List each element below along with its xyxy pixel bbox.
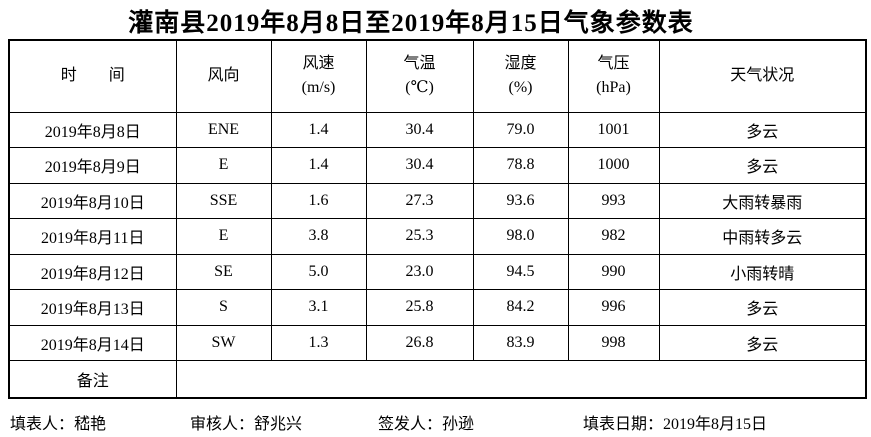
cell-temperature: 30.4 [365, 111, 474, 148]
cell-humidity: 83.9 [472, 324, 569, 361]
cell-temperature: 27.3 [365, 182, 474, 219]
cell-wind-speed: 3.1 [270, 289, 367, 326]
cell-wind-direction: SSE [175, 182, 272, 219]
cell-date: 2019年8月8日 [8, 111, 177, 148]
cell-temperature: 23.0 [365, 253, 474, 290]
cell-pressure: 982 [567, 218, 660, 255]
cell-temperature: 26.8 [365, 324, 474, 361]
col-header-wind-speed: 风速 (m/s) [270, 39, 367, 113]
cell-wind-direction: E [175, 218, 272, 255]
cell-humidity: 78.8 [472, 147, 569, 184]
cell-humidity: 93.6 [472, 182, 569, 219]
footer-fill-date: 填表日期：2019年8月15日 [583, 416, 768, 433]
table-row: 2019年8月11日 E 3.8 25.3 98.0 982 中雨转多云 [8, 218, 867, 255]
table-row: 2019年8月8日 ENE 1.4 30.4 79.0 1001 多云 [8, 111, 867, 148]
cell-humidity: 98.0 [472, 218, 569, 255]
col-header-pressure: 气压 (hPa) [567, 39, 660, 113]
cell-wind-speed: 3.8 [270, 218, 367, 255]
cell-wind-speed: 1.3 [270, 324, 367, 361]
cell-humidity: 94.5 [472, 253, 569, 290]
col-header-humidity-unit: (%) [508, 79, 533, 97]
cell-date: 2019年8月9日 [8, 147, 177, 184]
cell-weather: 多云 [658, 324, 867, 361]
header-row: 时 间 风向 风速 (m/s) 气温 (℃) 湿度 (%) 气压 (hPa) 天气状况 [8, 39, 867, 113]
cell-pressure: 990 [567, 253, 660, 290]
cell-wind-speed: 5.0 [270, 253, 367, 290]
table-row: 2019年8月9日 E 1.4 30.4 78.8 1000 多云 [8, 147, 867, 184]
cell-wind-direction: SW [175, 324, 272, 361]
col-header-time-label: 时 间 [60, 67, 125, 85]
cell-wind-speed: 1.6 [270, 182, 367, 219]
col-header-wind-speed-unit: (m/s) [301, 79, 336, 97]
cell-temperature: 25.3 [365, 218, 474, 255]
cell-pressure: 996 [567, 289, 660, 326]
table-row: 2019年8月12日 SE 5.0 23.0 94.5 990 小雨转晴 [8, 253, 867, 290]
table-row: 2019年8月14日 SW 1.3 26.8 83.9 998 多云 [8, 324, 867, 361]
cell-date: 2019年8月10日 [8, 182, 177, 219]
col-header-temperature: 气温 (℃) [365, 39, 474, 113]
col-header-wind-direction-label: 风向 [207, 67, 240, 85]
footer-filler: 填表人：嵇艳 [10, 416, 107, 433]
col-header-pressure-label: 气压 [597, 55, 630, 73]
col-header-weather: 天气状况 [658, 39, 867, 113]
cell-wind-direction: E [175, 147, 272, 184]
col-header-wind-speed-label: 风速 [302, 55, 335, 73]
cell-wind-direction: SE [175, 253, 272, 290]
cell-temperature: 25.8 [365, 289, 474, 326]
cell-pressure: 998 [567, 324, 660, 361]
cell-humidity: 79.0 [472, 111, 569, 148]
cell-weather: 大雨转暴雨 [658, 182, 867, 219]
cell-date: 2019年8月14日 [8, 324, 177, 361]
col-header-temperature-label: 气温 [403, 55, 436, 73]
cell-wind-speed: 1.4 [270, 111, 367, 148]
cell-weather: 小雨转晴 [658, 253, 867, 290]
table-row: 2019年8月13日 S 3.1 25.8 84.2 996 多云 [8, 289, 867, 326]
cell-weather: 多云 [658, 289, 867, 326]
col-header-humidity: 湿度 (%) [472, 39, 569, 113]
remark-label: 备注 [8, 360, 177, 398]
cell-humidity: 84.2 [472, 289, 569, 326]
cell-pressure: 993 [567, 182, 660, 219]
cell-weather: 多云 [658, 147, 867, 184]
cell-pressure: 1000 [567, 147, 660, 184]
cell-date: 2019年8月13日 [8, 289, 177, 326]
cell-weather: 中雨转多云 [658, 218, 867, 255]
col-header-time: 时 间 [8, 39, 177, 113]
weather-table: 时 间 风向 风速 (m/s) 气温 (℃) 湿度 (%) 气压 (hPa) 天气状况 … [8, 39, 867, 399]
cell-date: 2019年8月12日 [8, 253, 177, 290]
remark-value [175, 360, 867, 398]
remark-row: 备注 [8, 360, 867, 398]
cell-wind-speed: 1.4 [270, 147, 367, 184]
cell-pressure: 1001 [567, 111, 660, 148]
cell-date: 2019年8月11日 [8, 218, 177, 255]
table-row: 2019年8月10日 SSE 1.6 27.3 93.6 993 大雨转暴雨 [8, 182, 867, 219]
col-header-pressure-unit: (hPa) [596, 79, 631, 97]
col-header-wind-direction: 风向 [175, 39, 272, 113]
footer: 填表人：嵇艳 审核人：舒兆兴 签发人：孙逊 填表日期：2019年8月15日 [0, 402, 871, 434]
page-title: 灌南县2019年8月8日至2019年8月15日气象参数表 [128, 10, 694, 37]
cell-temperature: 30.4 [365, 147, 474, 184]
cell-wind-direction: ENE [175, 111, 272, 148]
cell-weather: 多云 [658, 111, 867, 148]
col-header-weather-label: 天气状况 [730, 67, 795, 85]
cell-wind-direction: S [175, 289, 272, 326]
footer-reviewer: 审核人：舒兆兴 [190, 416, 303, 433]
col-header-temperature-unit: (℃) [405, 79, 434, 97]
col-header-humidity-label: 湿度 [504, 55, 537, 73]
footer-issuer: 签发人：孙逊 [378, 416, 475, 433]
